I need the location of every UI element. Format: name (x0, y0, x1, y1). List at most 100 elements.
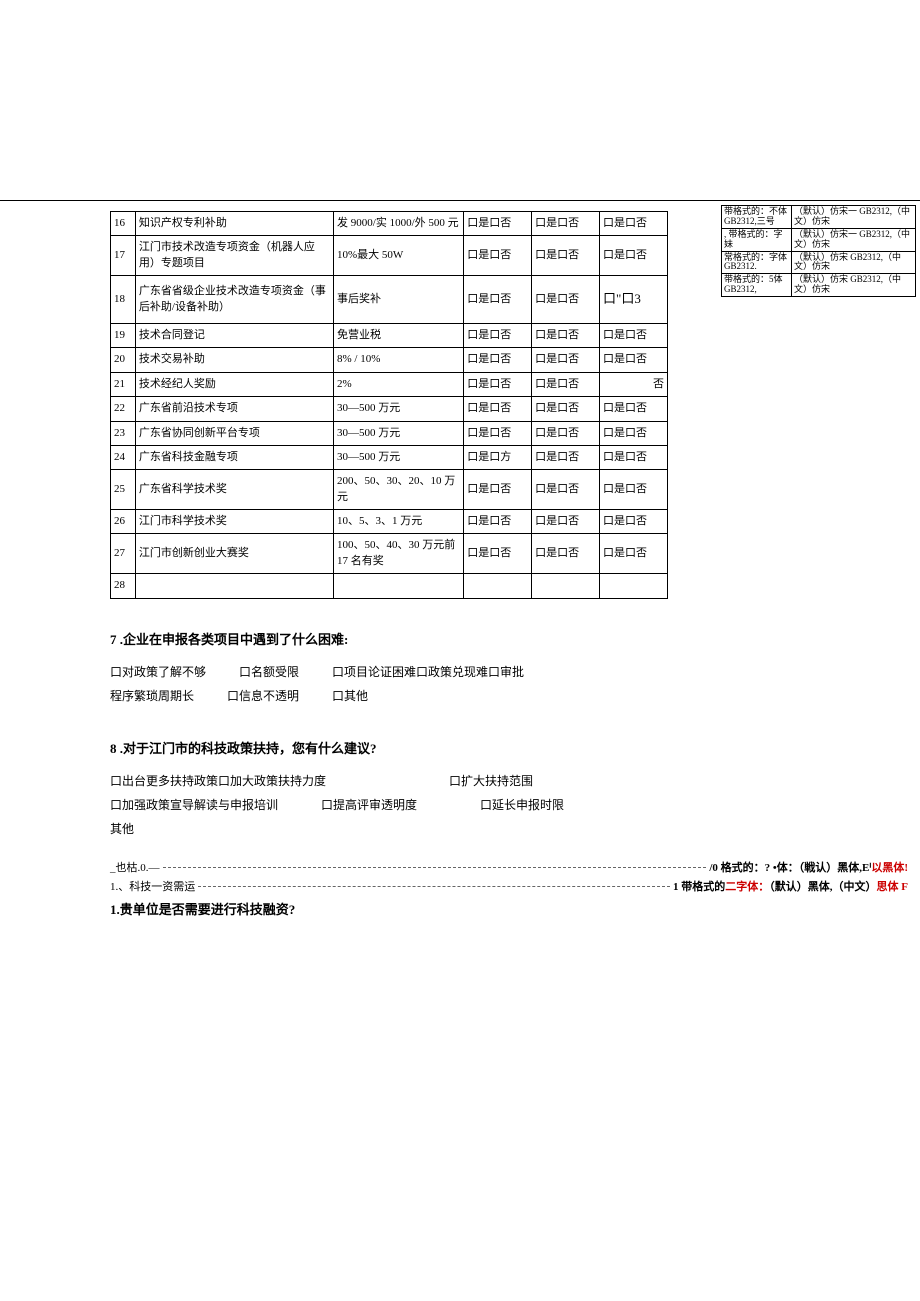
callout-left: , 带格式的：字妹 (722, 229, 792, 251)
dashed-row: _也枯.0.— /0 /0 格式的：? •体：（戦认）黑体,Eⁱ以黑体!格式的：… (110, 859, 908, 875)
amount: 10、5、3、1 万元 (334, 510, 464, 534)
option-cell[interactable]: 口是口否 (532, 445, 600, 469)
checkbox-option[interactable]: 口延长申报时限 (480, 793, 564, 817)
checkbox-option[interactable]: 口对政策了解不够 (110, 660, 206, 684)
option-cell[interactable]: 口是口否 (600, 534, 668, 574)
option-cell[interactable]: 口是口否 (464, 236, 532, 276)
option-cell[interactable]: 口是口否 (600, 212, 668, 236)
option-cell[interactable] (532, 574, 600, 598)
callout-row: 带格式的：5体 GB2312, （默认）仿宋 GB2312,（中文）仿宋 (721, 273, 916, 297)
option-cell[interactable]: 口是口否 (464, 348, 532, 372)
amount: 8% / 10% (334, 348, 464, 372)
option-cell[interactable]: 口是口否 (600, 236, 668, 276)
checkbox-option[interactable]: 口信息不透明 (227, 684, 299, 708)
option-cell[interactable]: 口是口否 (464, 470, 532, 510)
callout-left: 带格式的：5体 GB2312, (722, 274, 792, 296)
option-cell[interactable]: 口是口否 (532, 510, 600, 534)
table-row: 16知识产权专利补助发 9000/实 1000/外 500 元口是口否口是口否口… (111, 212, 668, 236)
option-cell[interactable]: 口是口否 (532, 470, 600, 510)
row-number: 25 (111, 470, 136, 510)
row-number: 23 (111, 421, 136, 445)
option-cell[interactable]: 口是口否 (464, 397, 532, 421)
final-question: 1.贵单位是否需要进行科技融资? (110, 899, 660, 918)
amount: 10%最大 50W (334, 236, 464, 276)
q7-heading: 7 .企业在申报各类项目中遇到了什么困难: (110, 629, 660, 648)
option-cell[interactable]: 口"口3 (600, 276, 668, 324)
row-number: 19 (111, 323, 136, 347)
dashed-notes: _也枯.0.— /0 /0 格式的：? •体：（戦认）黑体,Eⁱ以黑体!格式的：… (110, 859, 908, 894)
checkbox-option[interactable]: 口名额受限 (239, 660, 299, 684)
callout-row: 带格式的：不体 GB2312,三号 （默认）仿宋一 GB2312,（中文）仿宋 (721, 205, 916, 229)
option-cell[interactable]: 口是口否 (600, 348, 668, 372)
option-cell[interactable] (464, 574, 532, 598)
q8-opts-line2: 口加强政策宣导解读与申报培训 口提高评审透明度 口延长申报时限 (110, 793, 660, 817)
top-rule (0, 200, 920, 201)
option-cell[interactable]: 口是口否 (600, 470, 668, 510)
row-number: 18 (111, 276, 136, 324)
option-cell[interactable]: 口是口否 (464, 276, 532, 324)
checkbox-option[interactable]: 口提高评审透明度 (321, 793, 417, 817)
table-row: 23广东省协同创新平台专项30—500 万元口是口否口是口否口是口否 (111, 421, 668, 445)
option-cell[interactable]: 口是口否 (600, 510, 668, 534)
policy-name: 广东省科技金融专项 (135, 445, 333, 469)
option-cell[interactable]: 口是口否 (600, 445, 668, 469)
option-cell[interactable]: 否 (600, 372, 668, 396)
option-cell[interactable]: 口是口方 (464, 445, 532, 469)
option-cell[interactable]: 口是口否 (532, 534, 600, 574)
table-row: 26江门市科学技术奖10、5、3、1 万元口是口否口是口否口是口否 (111, 510, 668, 534)
option-cell[interactable]: 口是口否 (532, 323, 600, 347)
policy-name: 知识产权专利补助 (135, 212, 333, 236)
option-cell[interactable]: 口是口否 (532, 372, 600, 396)
callout-right: （默认）仿宋一 GB2312,（中文）仿宋 (792, 229, 915, 251)
checkbox-option[interactable]: 口出台更多扶持政策口加大政策扶持力度 (110, 769, 326, 793)
policy-name: 江门市创新创业大赛奖 (135, 534, 333, 574)
table-row: 27江门市创新创业大赛奖100、50、40、30 万元前 17 名有奖口是口否口… (111, 534, 668, 574)
callout-right: （默认）仿宋 GB2312,（中文）仿宋 (792, 274, 915, 296)
row-number: 16 (111, 212, 136, 236)
option-cell[interactable]: 口是口否 (532, 212, 600, 236)
callout-right: （默认）仿宋 GB2312,（中文）仿宋 (792, 252, 915, 274)
q8-opts-line1: 口出台更多扶持政策口加大政策扶持力度 口扩大扶持范围 (110, 769, 660, 793)
row-number: 28 (111, 574, 136, 598)
policy-name: 广东省前沿技术专项 (135, 397, 333, 421)
table-row: 17江门市技术改造专项资金（机器人应用）专题项目10%最大 50W口是口否口是口… (111, 236, 668, 276)
row-number: 17 (111, 236, 136, 276)
option-cell[interactable]: 口是口否 (464, 510, 532, 534)
option-cell[interactable]: 口是口否 (464, 534, 532, 574)
option-cell[interactable]: 口是口否 (464, 212, 532, 236)
format-callouts: 带格式的：不体 GB2312,三号 （默认）仿宋一 GB2312,（中文）仿宋 … (721, 205, 916, 296)
option-cell[interactable]: 口是口否 (532, 348, 600, 372)
option-cell[interactable]: 口是口否 (532, 397, 600, 421)
option-cell[interactable]: 口是口否 (600, 397, 668, 421)
amount: 2% (334, 372, 464, 396)
option-cell[interactable]: 口是口否 (532, 236, 600, 276)
option-cell[interactable]: 口是口否 (600, 421, 668, 445)
checkbox-option[interactable]: 口加强政策宣导解读与申报培训 (110, 793, 278, 817)
option-cell[interactable]: 口是口否 (464, 323, 532, 347)
amount: 30—500 万元 (334, 397, 464, 421)
row-number: 20 (111, 348, 136, 372)
table-row: 20技术交易补助8% / 10%口是口否口是口否口是口否 (111, 348, 668, 372)
policy-name: 技术合同登记 (135, 323, 333, 347)
q7-opts-line1: 口对政策了解不够 口名额受限 口项目论证困难口政策兑现难口审批 (110, 660, 660, 684)
checkbox-option[interactable]: 口项目论证困难口政策兑现难口审批 (332, 660, 524, 684)
policy-name: 广东省科学技术奖 (135, 470, 333, 510)
checkbox-option[interactable]: 口其他 (332, 684, 368, 708)
option-cell[interactable]: 口是口否 (464, 421, 532, 445)
amount: 事后奖补 (334, 276, 464, 324)
q8-heading: 8 .对于江门市的科技政策扶持，您有什么建议? (110, 738, 660, 757)
option-cell[interactable]: 口是口否 (464, 372, 532, 396)
option-cell[interactable]: 口是口否 (532, 421, 600, 445)
checkbox-option[interactable]: 其他 (110, 817, 134, 841)
row-number: 26 (111, 510, 136, 534)
option-cell[interactable]: 口是口否 (600, 323, 668, 347)
option-cell[interactable] (600, 574, 668, 598)
policy-name: 技术交易补助 (135, 348, 333, 372)
checkbox-option[interactable]: 口扩大扶持范围 (449, 769, 533, 793)
table-row: 22广东省前沿技术专项30—500 万元口是口否口是口否口是口否 (111, 397, 668, 421)
option-cell[interactable]: 口是口否 (532, 276, 600, 324)
policy-name: 技术经纪人奖励 (135, 372, 333, 396)
q8-opts-line3: 其他 (110, 817, 660, 841)
checkbox-option[interactable]: 程序繁琐周期长 (110, 684, 194, 708)
dashed-right: /0 /0 格式的：? •体：（戦认）黑体,Eⁱ以黑体!格式的：? •体：（戦认… (709, 859, 908, 875)
